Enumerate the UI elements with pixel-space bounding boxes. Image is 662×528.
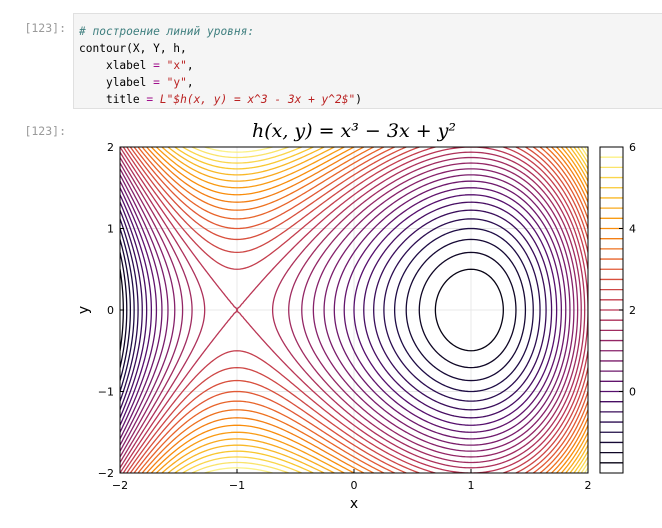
y-tick-label: 1 (107, 223, 114, 236)
code-cell[interactable]: # построение линий уровня: contour(X, Y,… (73, 13, 662, 109)
contour-line (167, 147, 588, 473)
input-prompt: [123]: (24, 21, 66, 35)
colorbar-tick-label: 0 (629, 386, 636, 399)
x-tick-label: 2 (585, 479, 592, 492)
plot-title: h(x, y) = x³ − 3x + y² (252, 120, 456, 142)
contour-line (120, 147, 588, 473)
contour-line (126, 147, 588, 473)
code-ylabel-kw: ylabel (105, 76, 147, 89)
code-call: contour(X, Y, h, (79, 42, 187, 55)
x-tick-label: −1 (229, 479, 245, 492)
colorbar: 0 2 4 6 (599, 141, 636, 474)
y-tick-label: 0 (107, 304, 114, 317)
y-axis-label: y (76, 306, 92, 314)
colorbar-tick-label: 2 (629, 304, 636, 317)
contour-line (181, 147, 588, 473)
code-title-val: L"$h(x, y) = x^3 - 3x + y^2$" (159, 93, 356, 106)
y-tick-label: −1 (98, 386, 114, 399)
contour-line (120, 156, 582, 464)
contour-line (122, 147, 588, 473)
code-ylabel-val: "y" (166, 76, 187, 89)
y-tick-label: −2 (98, 467, 114, 480)
contour-line (129, 147, 588, 473)
colorbar-tick-label: 4 (629, 223, 636, 236)
y-tick-label: 2 (107, 141, 114, 154)
contour-line (141, 147, 588, 473)
x-axis-label: x (350, 496, 358, 512)
code-title-kw: title (105, 93, 140, 106)
x-tick-label: 0 (351, 479, 358, 492)
code-xlabel-kw: xlabel (105, 59, 147, 72)
x-tick-label: −2 (112, 479, 128, 492)
contour-line (137, 147, 588, 473)
code-comment: # построение линий уровня: (79, 25, 255, 38)
contour-line (155, 147, 588, 473)
colorbar-tick-label: 6 (629, 141, 636, 154)
contour-line (146, 147, 588, 473)
output-prompt: [123]: (24, 124, 66, 138)
x-tick-label: 1 (468, 479, 475, 492)
code-xlabel-val: "x" (166, 59, 187, 72)
code-editor[interactable]: # построение линий уровня: contour(X, Y,… (79, 25, 362, 106)
ticks: −2 −1 0 1 2 −2 −1 0 1 2 (98, 141, 592, 492)
